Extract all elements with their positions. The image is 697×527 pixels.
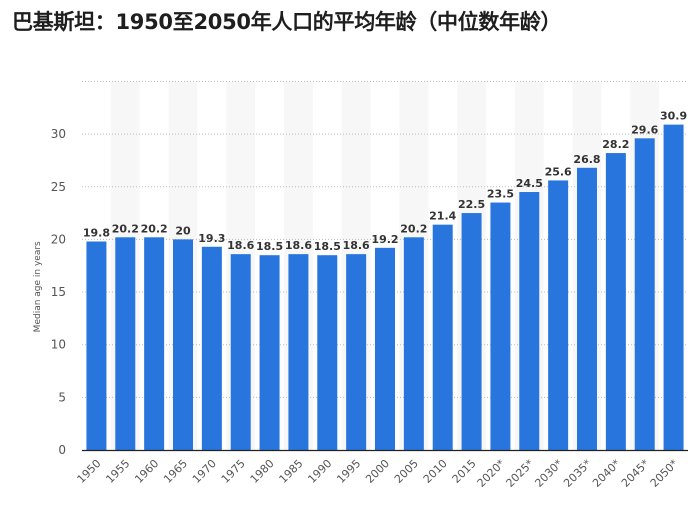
x-tick-label: 2020*: [475, 457, 508, 490]
bar: [519, 192, 540, 450]
bar: [490, 202, 511, 450]
data-label: 19.8: [83, 227, 110, 240]
data-label: 19.2: [371, 233, 398, 246]
data-label: 28.2: [602, 138, 629, 151]
data-label: 20.2: [400, 222, 427, 235]
y-tick-label: 0: [58, 443, 66, 457]
data-label: 23.5: [487, 188, 514, 201]
data-label: 26.8: [573, 153, 600, 166]
data-label: 30.9: [660, 110, 687, 123]
data-label: 24.5: [516, 177, 543, 190]
x-tick-label: 2030*: [532, 457, 565, 490]
y-tick-label: 15: [51, 285, 66, 299]
x-tick-label: 2025*: [504, 457, 537, 490]
data-label: 18.6: [285, 239, 312, 252]
bar: [86, 241, 107, 450]
bar: [259, 255, 280, 450]
x-tick-label: 1970: [190, 457, 219, 486]
data-label: 25.6: [545, 165, 572, 178]
x-tick-label: 1985: [277, 457, 306, 486]
x-tick-label: 2005: [392, 457, 421, 486]
bar: [144, 237, 165, 450]
data-label: 18.5: [314, 240, 341, 253]
bar: [201, 246, 222, 450]
bar: [317, 255, 338, 450]
data-label: 18.6: [227, 239, 254, 252]
bar: [403, 237, 424, 450]
x-tick-label: 1980: [248, 457, 277, 486]
x-tick-label: 2045*: [619, 457, 652, 490]
x-tick-label: 1965: [161, 457, 190, 486]
x-tick-label: 2035*: [561, 457, 594, 490]
x-tick-label: 1950: [75, 457, 104, 486]
bar: [432, 224, 453, 450]
bar: [115, 237, 136, 450]
data-label: 18.5: [256, 240, 283, 253]
y-tick-label: 30: [51, 127, 66, 141]
x-tick-label: 2040*: [590, 457, 623, 490]
y-tick-label: 5: [58, 390, 66, 404]
y-tick-label: 20: [51, 232, 66, 246]
chart-title: 巴基斯坦：1950至2050年人口的平均年龄（中位数年龄）: [12, 10, 562, 34]
data-label: 19.3: [198, 232, 225, 245]
data-label: 18.6: [343, 239, 370, 252]
data-label: 22.5: [458, 198, 485, 211]
x-tick-label: 1995: [334, 457, 363, 486]
bar: [461, 213, 482, 450]
bar: [605, 153, 626, 450]
bar: [548, 180, 569, 450]
bar: [230, 254, 251, 450]
data-label: 20: [175, 224, 191, 237]
y-axis-label: Median age in years: [33, 241, 43, 332]
y-tick-label: 10: [51, 338, 66, 352]
y-tick-label: 25: [51, 180, 66, 194]
bar: [577, 167, 597, 450]
x-tick-label: 1990: [305, 457, 334, 486]
x-tick-label: 2050*: [648, 457, 681, 490]
x-tick-label: 1960: [132, 457, 161, 486]
bar: [173, 239, 193, 450]
bar: [288, 254, 309, 450]
bar: [663, 124, 684, 451]
bar: [346, 254, 367, 450]
bar: [375, 247, 395, 450]
data-label: 29.6: [631, 123, 658, 136]
x-tick-label: 2010: [421, 457, 450, 486]
data-label: 20.2: [112, 222, 139, 235]
data-label: 20.2: [141, 222, 168, 235]
bar: [634, 138, 655, 450]
x-tick-label: 1955: [103, 457, 132, 486]
x-tick-label: 2000: [363, 457, 392, 486]
x-tick-label: 1975: [219, 457, 248, 486]
data-label: 21.4: [429, 210, 456, 223]
